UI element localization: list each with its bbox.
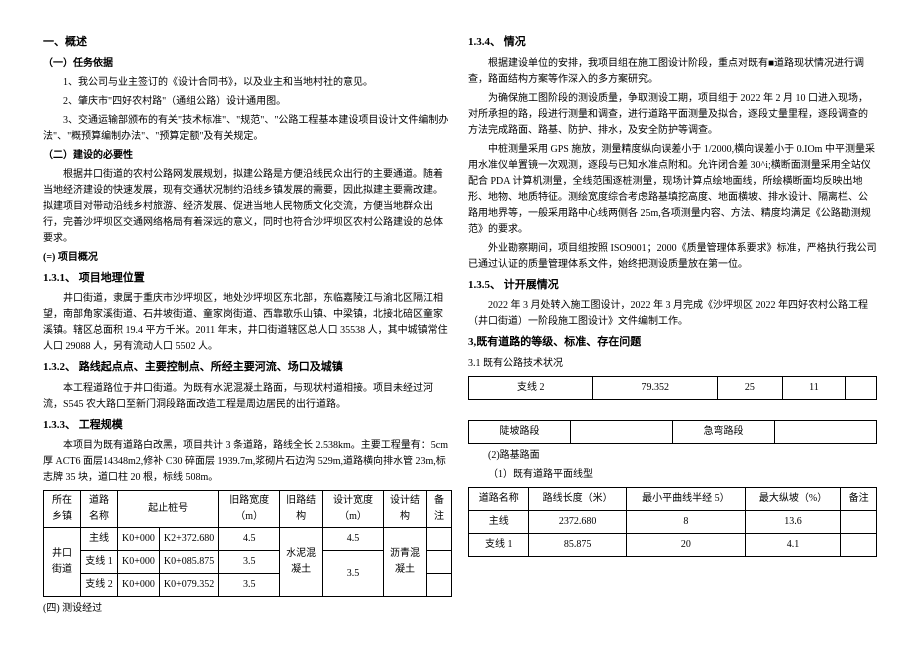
para-situation-4: 外业勘察期间，项目组按照 ISO9001；2000《质量管理体系要求》标准，严格… xyxy=(468,241,877,273)
td xyxy=(426,528,451,551)
th: 旧路结构 xyxy=(280,491,323,528)
section-situation: 1.3.4、 情况 xyxy=(468,34,877,52)
td: 4.5 xyxy=(323,528,384,551)
th: 所在乡镇 xyxy=(44,491,81,528)
th: 备注 xyxy=(426,491,451,528)
td: 主线 xyxy=(81,528,118,551)
td: 急弯路段 xyxy=(673,420,775,443)
td: K0+000 xyxy=(118,528,160,551)
right-column: 1.3.4、 情况 根据建设单位的安排，我项目组在施工图设计阶段，重点对既有■道… xyxy=(460,30,885,631)
section-progress: 1.3.5、 计开展情况 xyxy=(468,277,877,295)
td: 13.6 xyxy=(745,510,840,533)
td xyxy=(426,574,451,597)
td: K0+000 xyxy=(118,574,160,597)
section-project-overview: (=) 项目概况 xyxy=(43,250,452,266)
para-progress: 2022 年 3 月处转入施工图设计，2022 年 3 月完成《沙坪坝区 202… xyxy=(468,298,877,330)
td: 4.1 xyxy=(745,533,840,556)
td xyxy=(846,376,877,399)
para-basis-3: 3、交通运输部颁布的有关"技术标准"、"规范"、"公路工程基本建设项目设计文件编… xyxy=(43,113,452,145)
section-task-basis: （一）任务依据 xyxy=(43,56,452,72)
th: 最小平曲线半经 5） xyxy=(626,487,745,510)
para-scale: 本项目为既有道路白改黑，项目共计 3 条道路，路线全长 2.538km。主要工程… xyxy=(43,438,452,486)
para-situation-1: 根据建设单位的安排，我项目组在施工图设计阶段，重点对既有■道路现状情况进行调查，… xyxy=(468,56,877,88)
td: 8 xyxy=(626,510,745,533)
td: K0+085.875 xyxy=(159,551,218,574)
th: 最大纵坡（%） xyxy=(745,487,840,510)
table-row: 主线 2372.680 8 13.6 xyxy=(469,510,877,533)
td xyxy=(841,533,877,556)
td: 25 xyxy=(717,376,782,399)
td: 支线 1 xyxy=(81,551,118,574)
section-scale: 1.3.3、 工程规模 xyxy=(43,417,452,435)
th: 设计结构 xyxy=(383,491,426,528)
td: 井口街道 xyxy=(44,528,81,597)
table-row: 陡坡路段 急弯路段 xyxy=(469,420,877,443)
th: 道路名称 xyxy=(81,491,118,528)
td xyxy=(841,510,877,533)
td: 支线 2 xyxy=(81,574,118,597)
td: 3.5 xyxy=(323,551,384,597)
td xyxy=(571,420,673,443)
section-tech-status: 3.1 既有公路技术状况 xyxy=(468,356,877,372)
table-row: 井口街道 主线 K0+000 K2+372.680 4.5 水泥混凝土 4.5 … xyxy=(44,528,452,551)
th: 设计宽度（m） xyxy=(323,491,384,528)
section-route: 1.3.2、 路线起点点、主要控制点、所经主要河流、场口及城镇 xyxy=(43,359,452,377)
para-situation-3: 中桩测量采用 GPS 施放，测量精度纵向误差小于 1/2000,横向误差小于 0… xyxy=(468,142,877,238)
td: 85.875 xyxy=(529,533,626,556)
td: 主线 xyxy=(469,510,529,533)
td: 79.352 xyxy=(593,376,717,399)
table-slope-curve: 陡坡路段 急弯路段 xyxy=(468,420,877,444)
th: 备注 xyxy=(841,487,877,510)
section-issues: 3,既有道路的等级、标准、存在问题 xyxy=(468,334,877,352)
td xyxy=(775,420,877,443)
section-subgrade: (2)路基路面 xyxy=(468,448,877,464)
section-necessity: （二）建设的必要性 xyxy=(43,148,452,164)
para-basis-1: 1、我公司与业主签订的《设计合同书》，以及业主和当地村社的意见。 xyxy=(43,75,452,91)
para-basis-2: 2、肇庆市"四好农村路"（通组公路）设计通用图。 xyxy=(43,94,452,110)
td: 陡坡路段 xyxy=(469,420,571,443)
td: K0+079.352 xyxy=(159,574,218,597)
table-row: 支线 1 85.875 20 4.1 xyxy=(469,533,877,556)
table-roads: 所在乡镇 道路名称 起止桩号 旧路宽度（m） 旧路结构 设计宽度（m） 设计结构… xyxy=(43,490,452,597)
table-row: 支线 2 79.352 25 11 xyxy=(469,376,877,399)
section-location: 1.3.1、 项目地理位置 xyxy=(43,270,452,288)
table-alignment: 道路名称 路线长度（米） 最小平曲线半经 5） 最大纵坡（%） 备注 主线 23… xyxy=(468,487,877,557)
td: 支线 1 xyxy=(469,533,529,556)
td: 3.5 xyxy=(219,574,280,597)
page: 一、概述 （一）任务依据 1、我公司与业主签订的《设计合同书》，以及业主和当地村… xyxy=(0,0,920,651)
para-situation-2: 为确保施工图阶段的测设质量，争取测设工期，项目组于 2022 年 2 月 10 … xyxy=(468,91,877,139)
section-survey: (四) 测设经过 xyxy=(43,601,452,617)
td: 4.5 xyxy=(219,528,280,551)
section-plane-line: （1）既有道路平面线型 xyxy=(468,467,877,483)
para-location: 井口街道，隶属于重庆市沙坪坝区，地处沙坪坝区东北部，东临嘉陵江与渝北区隔江相望，… xyxy=(43,291,452,355)
para-route: 本工程道路位于井口街道。为既有水泥混凝土路面，与现状村道相接。项目未经过河流，S… xyxy=(43,381,452,413)
heading-overview: 一、概述 xyxy=(43,34,452,52)
left-column: 一、概述 （一）任务依据 1、我公司与业主签订的《设计合同书》，以及业主和当地村… xyxy=(35,30,460,631)
table-header-row: 所在乡镇 道路名称 起止桩号 旧路宽度（m） 旧路结构 设计宽度（m） 设计结构… xyxy=(44,491,452,528)
td: 支线 2 xyxy=(469,376,593,399)
td: 11 xyxy=(782,376,846,399)
th: 路线长度（米） xyxy=(529,487,626,510)
td: 20 xyxy=(626,533,745,556)
td: K2+372.680 xyxy=(159,528,218,551)
td xyxy=(426,551,451,574)
td: 沥青混凝土 xyxy=(383,528,426,597)
th: 起止桩号 xyxy=(118,491,219,528)
td: 3.5 xyxy=(219,551,280,574)
para-necessity: 根据井口街道的农村公路网发展规划，拟建公路是方便沿线民众出行的主要通道。随着当地… xyxy=(43,167,452,247)
td: 水泥混凝土 xyxy=(280,528,323,597)
td: 2372.680 xyxy=(529,510,626,533)
th: 道路名称 xyxy=(469,487,529,510)
table-header-row: 道路名称 路线长度（米） 最小平曲线半经 5） 最大纵坡（%） 备注 xyxy=(469,487,877,510)
th: 旧路宽度（m） xyxy=(219,491,280,528)
td: K0+000 xyxy=(118,551,160,574)
table-branch2: 支线 2 79.352 25 11 xyxy=(468,376,877,400)
